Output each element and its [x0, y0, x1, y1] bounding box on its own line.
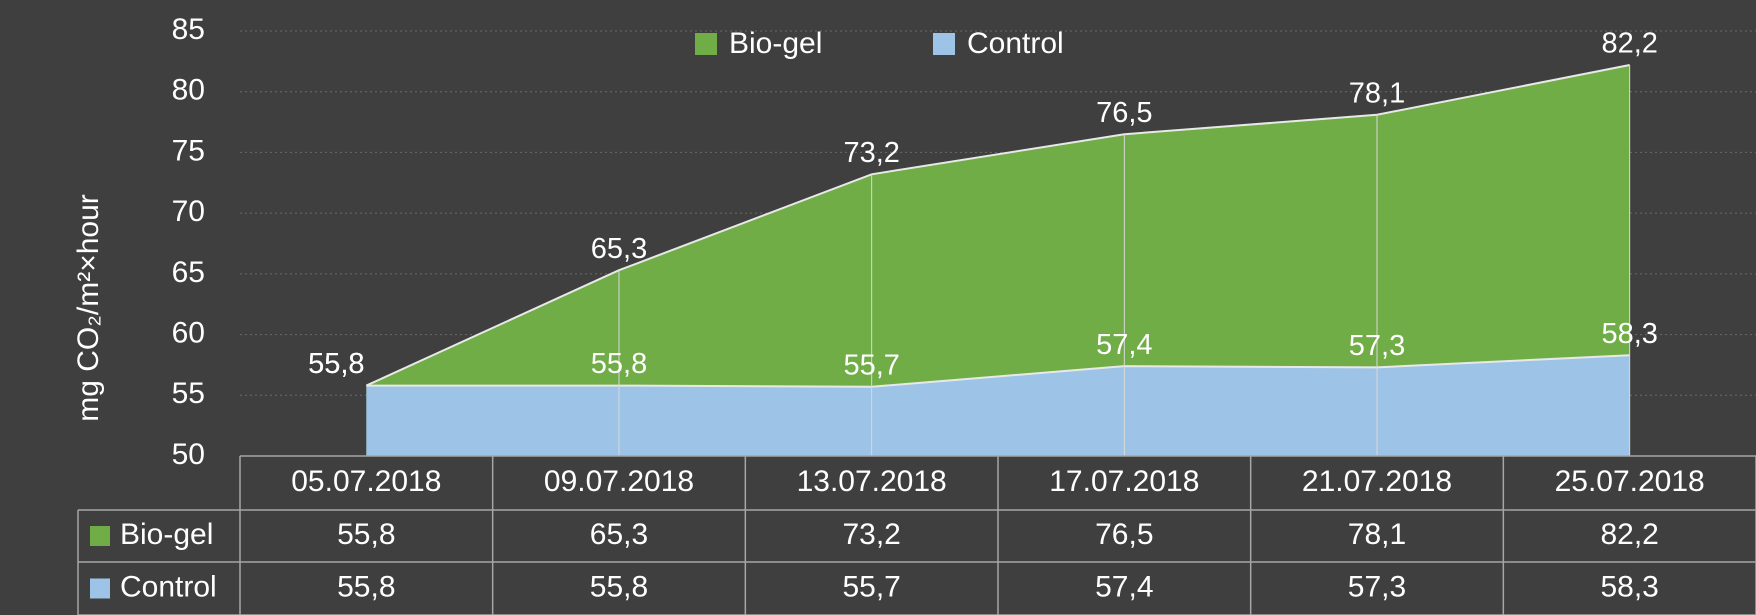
- table-cell: 57,4: [1095, 570, 1153, 603]
- legend-label: Control: [967, 27, 1064, 60]
- legend-swatch: [695, 33, 717, 55]
- table-cell: 65,3: [590, 518, 648, 551]
- y-tick-label: 65: [172, 256, 205, 289]
- y-tick-label: 85: [172, 13, 205, 46]
- x-tick-label: 05.07.2018: [291, 465, 441, 498]
- table-cell: 55,8: [337, 518, 395, 551]
- area-line: [365, 64, 1630, 387]
- area: [366, 355, 1630, 456]
- y-tick-label: 80: [172, 74, 205, 107]
- y-tick-label: 60: [172, 316, 205, 349]
- data-label: 57,3: [1349, 330, 1405, 362]
- legend-swatch: [933, 33, 955, 55]
- table-cell: 58,3: [1600, 570, 1658, 603]
- data-label: 58,3: [1601, 318, 1657, 350]
- table-cell: 57,3: [1348, 570, 1406, 603]
- x-tick-label: 13.07.2018: [797, 465, 947, 498]
- area: [366, 65, 1630, 456]
- data-label: 78,1: [1349, 77, 1405, 109]
- y-tick-label: 75: [172, 134, 205, 167]
- y-tick-label: 70: [172, 195, 205, 228]
- y-tick-label: 55: [172, 377, 205, 410]
- data-label: 76,5: [1096, 97, 1152, 129]
- y-axis-label: mg CO₂/m²×hour: [72, 194, 105, 422]
- data-label: 55,8: [308, 348, 364, 380]
- x-tick-label: 09.07.2018: [544, 465, 694, 498]
- data-label: 65,3: [591, 233, 647, 265]
- table-cell: 73,2: [842, 518, 900, 551]
- table-swatch: [90, 526, 110, 546]
- area-line: [366, 354, 1630, 388]
- table-row-label: Bio-gel: [120, 518, 213, 551]
- data-label: 55,7: [843, 349, 899, 381]
- x-tick-label: 25.07.2018: [1555, 465, 1705, 498]
- data-label: 55,8: [308, 348, 364, 380]
- data-label: 55,8: [591, 348, 647, 380]
- table-row-label: Control: [120, 570, 217, 603]
- table-cell: 55,8: [337, 570, 395, 603]
- data-label: 57,4: [1096, 329, 1152, 361]
- table-cell: 78,1: [1348, 518, 1406, 551]
- table-cell: 55,8: [590, 570, 648, 603]
- table-cell: 82,2: [1600, 518, 1658, 551]
- x-tick-label: 17.07.2018: [1049, 465, 1199, 498]
- legend-label: Bio-gel: [729, 27, 822, 60]
- x-tick-label: 21.07.2018: [1302, 465, 1452, 498]
- data-label: 82,2: [1601, 28, 1657, 60]
- data-label: 73,2: [843, 137, 899, 169]
- table-cell: 55,7: [842, 570, 900, 603]
- table-cell: 76,5: [1095, 518, 1153, 551]
- y-tick-label: 50: [172, 438, 205, 471]
- table-swatch: [90, 578, 110, 599]
